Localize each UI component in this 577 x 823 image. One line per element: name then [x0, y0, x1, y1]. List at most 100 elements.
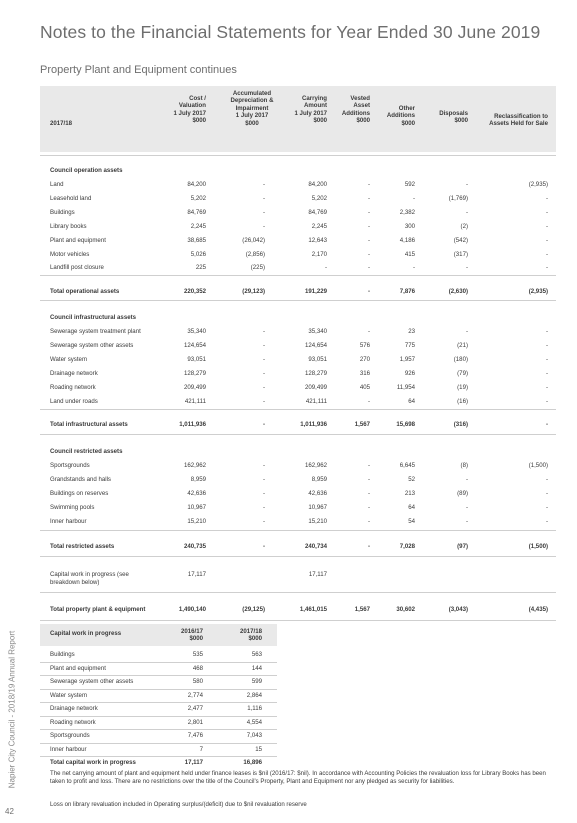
table-row-cell: -	[262, 328, 265, 335]
total-row-cell: -	[367, 288, 370, 295]
table-row-label: Leasehold land	[50, 194, 92, 202]
grand-total-row-cell: (4,435)	[528, 606, 548, 613]
column-header-line: Asset	[353, 102, 370, 110]
table-row-cell: 124,654	[304, 341, 327, 349]
table-row-cell: (89)	[457, 489, 468, 497]
row-divider	[40, 530, 556, 531]
row-divider	[40, 155, 556, 156]
cwip-total-label: Total capital work in progress	[50, 759, 136, 766]
table-row-cell: -	[367, 397, 370, 405]
cwip-row-cell: 2,477	[187, 705, 203, 712]
column-header: Accumulated Depreciation & Impairment 1 Jul…	[220, 90, 284, 127]
table-row-cell: 209,499	[304, 383, 327, 391]
grand-total-row-cell: (29,125)	[242, 606, 265, 613]
table-row-cell: 4,186	[399, 236, 415, 244]
cwip-row-cell: 144	[251, 664, 262, 672]
column-header: Cost / Valuation 1 July 2017 $000	[156, 95, 206, 125]
cwip-row-cell: 599	[251, 678, 262, 685]
table-row-cell: 84,769	[308, 208, 327, 216]
column-header-line: Disposals	[439, 110, 468, 117]
table-row-cell: (21)	[457, 341, 468, 349]
total-row-cell: 191,229	[304, 288, 327, 295]
cwip-column-header-line: 2016/17	[180, 628, 203, 635]
table-row-cell: 42,636	[308, 489, 327, 497]
total-row-cell: -	[262, 421, 265, 428]
row-divider	[40, 592, 556, 593]
column-header-line: Amount	[303, 102, 327, 110]
table-row-cell: -	[367, 250, 370, 258]
table-row-cell: -	[465, 208, 468, 216]
column-header-line: Valuation	[178, 102, 206, 110]
table-row-cell: 421,111	[305, 397, 327, 405]
row-divider	[40, 434, 556, 435]
column-header-line: $000	[454, 117, 468, 125]
table-row-cell: -	[367, 328, 370, 335]
column-header-line: Additions	[341, 109, 370, 117]
column-header: 2017/18	[50, 120, 200, 127]
total-row-cell: (1,500)	[528, 543, 548, 550]
table-row-cell: -	[545, 236, 548, 244]
cwip-row-cell: 2,801	[187, 718, 203, 726]
cwip-row-label: Sportsgrounds	[50, 732, 90, 739]
table-row-cell: (180)	[453, 355, 468, 363]
cwip-row-cell: 1,116	[247, 705, 262, 712]
table-row-cell: -	[367, 489, 370, 497]
total-row-cell: 240,735	[183, 543, 206, 550]
section-heading: Council infrastructural assets	[50, 314, 137, 321]
table-row-cell: 2,245	[190, 222, 206, 230]
table-row-cell: -	[262, 208, 265, 216]
total-row-cell: (29,123)	[242, 288, 265, 295]
cwip-column-header-line: $000	[189, 635, 203, 643]
table-row-cell: -	[545, 250, 548, 258]
table-row-label: Plant and equipment	[50, 236, 106, 244]
table-row-cell: 300	[404, 222, 415, 230]
table-row-cell: (2,856)	[245, 250, 265, 258]
table-row-cell: -	[262, 503, 265, 511]
table-row-label: Library books	[50, 222, 87, 230]
table-row-cell: 2,245	[311, 222, 327, 230]
table-row-cell: (225)	[250, 264, 265, 272]
table-row-cell: -	[545, 264, 548, 272]
table-row-cell: -	[545, 341, 548, 349]
table-row-cell: -	[262, 475, 265, 483]
page-title: Notes to the Financial Statements for Ye…	[40, 22, 541, 42]
total-row-cell: (316)	[453, 421, 468, 428]
column-header-line: 1 July 2017	[173, 109, 206, 117]
column-header-line: $000	[192, 117, 206, 125]
column-header-line: $000	[401, 119, 415, 127]
table-row-cell: -	[545, 397, 548, 405]
table-row-cell: -	[545, 222, 548, 230]
column-header: Reclassification to Assets Held for Sale	[468, 113, 548, 128]
table-row-cell: -	[465, 328, 468, 335]
table-row-cell: (79)	[457, 369, 468, 377]
column-header-line: Impairment	[235, 104, 269, 112]
cwip-row-divider	[40, 688, 277, 690]
cwip-row-cell: 2,774	[187, 691, 203, 699]
cwip-column-header-line: $000	[248, 635, 262, 643]
table-row-cell: -	[545, 208, 548, 216]
cwip-row-label-line: breakdown below)	[50, 579, 100, 586]
table-row-label: Buildings on reserves	[50, 489, 109, 497]
cwip-row-cell: 15	[255, 745, 262, 753]
table-row-cell: 23	[408, 328, 415, 335]
table-row-cell: 15,210	[308, 517, 327, 525]
cwip-column-header: 2016/17 $000	[153, 628, 203, 643]
table-row-label: Inner harbour	[50, 517, 87, 525]
column-header: Carrying Amount 1 July 2017 $000	[272, 95, 327, 125]
table-row-cell: -	[367, 208, 370, 216]
table-row-cell: -	[367, 475, 370, 483]
cwip-row-divider	[40, 742, 277, 744]
table-row-cell: -	[262, 489, 265, 497]
table-row-label: Swimming pools	[50, 503, 95, 511]
total-row-label: Total infrastructural assets	[50, 421, 128, 428]
column-header-line: $000	[245, 119, 259, 127]
cwip-column-header-line: 2017/18	[239, 628, 262, 635]
column-header-line: 1 July 2017	[294, 109, 327, 117]
table-row-cell: -	[412, 264, 415, 272]
total-row-cell: (2,935)	[528, 288, 548, 295]
cwip-row-label: Inner harbour	[50, 745, 87, 753]
cwip-total-cell: 16,896	[243, 759, 262, 766]
cwip-row-cell: 17,117	[308, 571, 327, 578]
table-row-cell: -	[367, 264, 370, 272]
cwip-row-divider	[40, 702, 277, 703]
